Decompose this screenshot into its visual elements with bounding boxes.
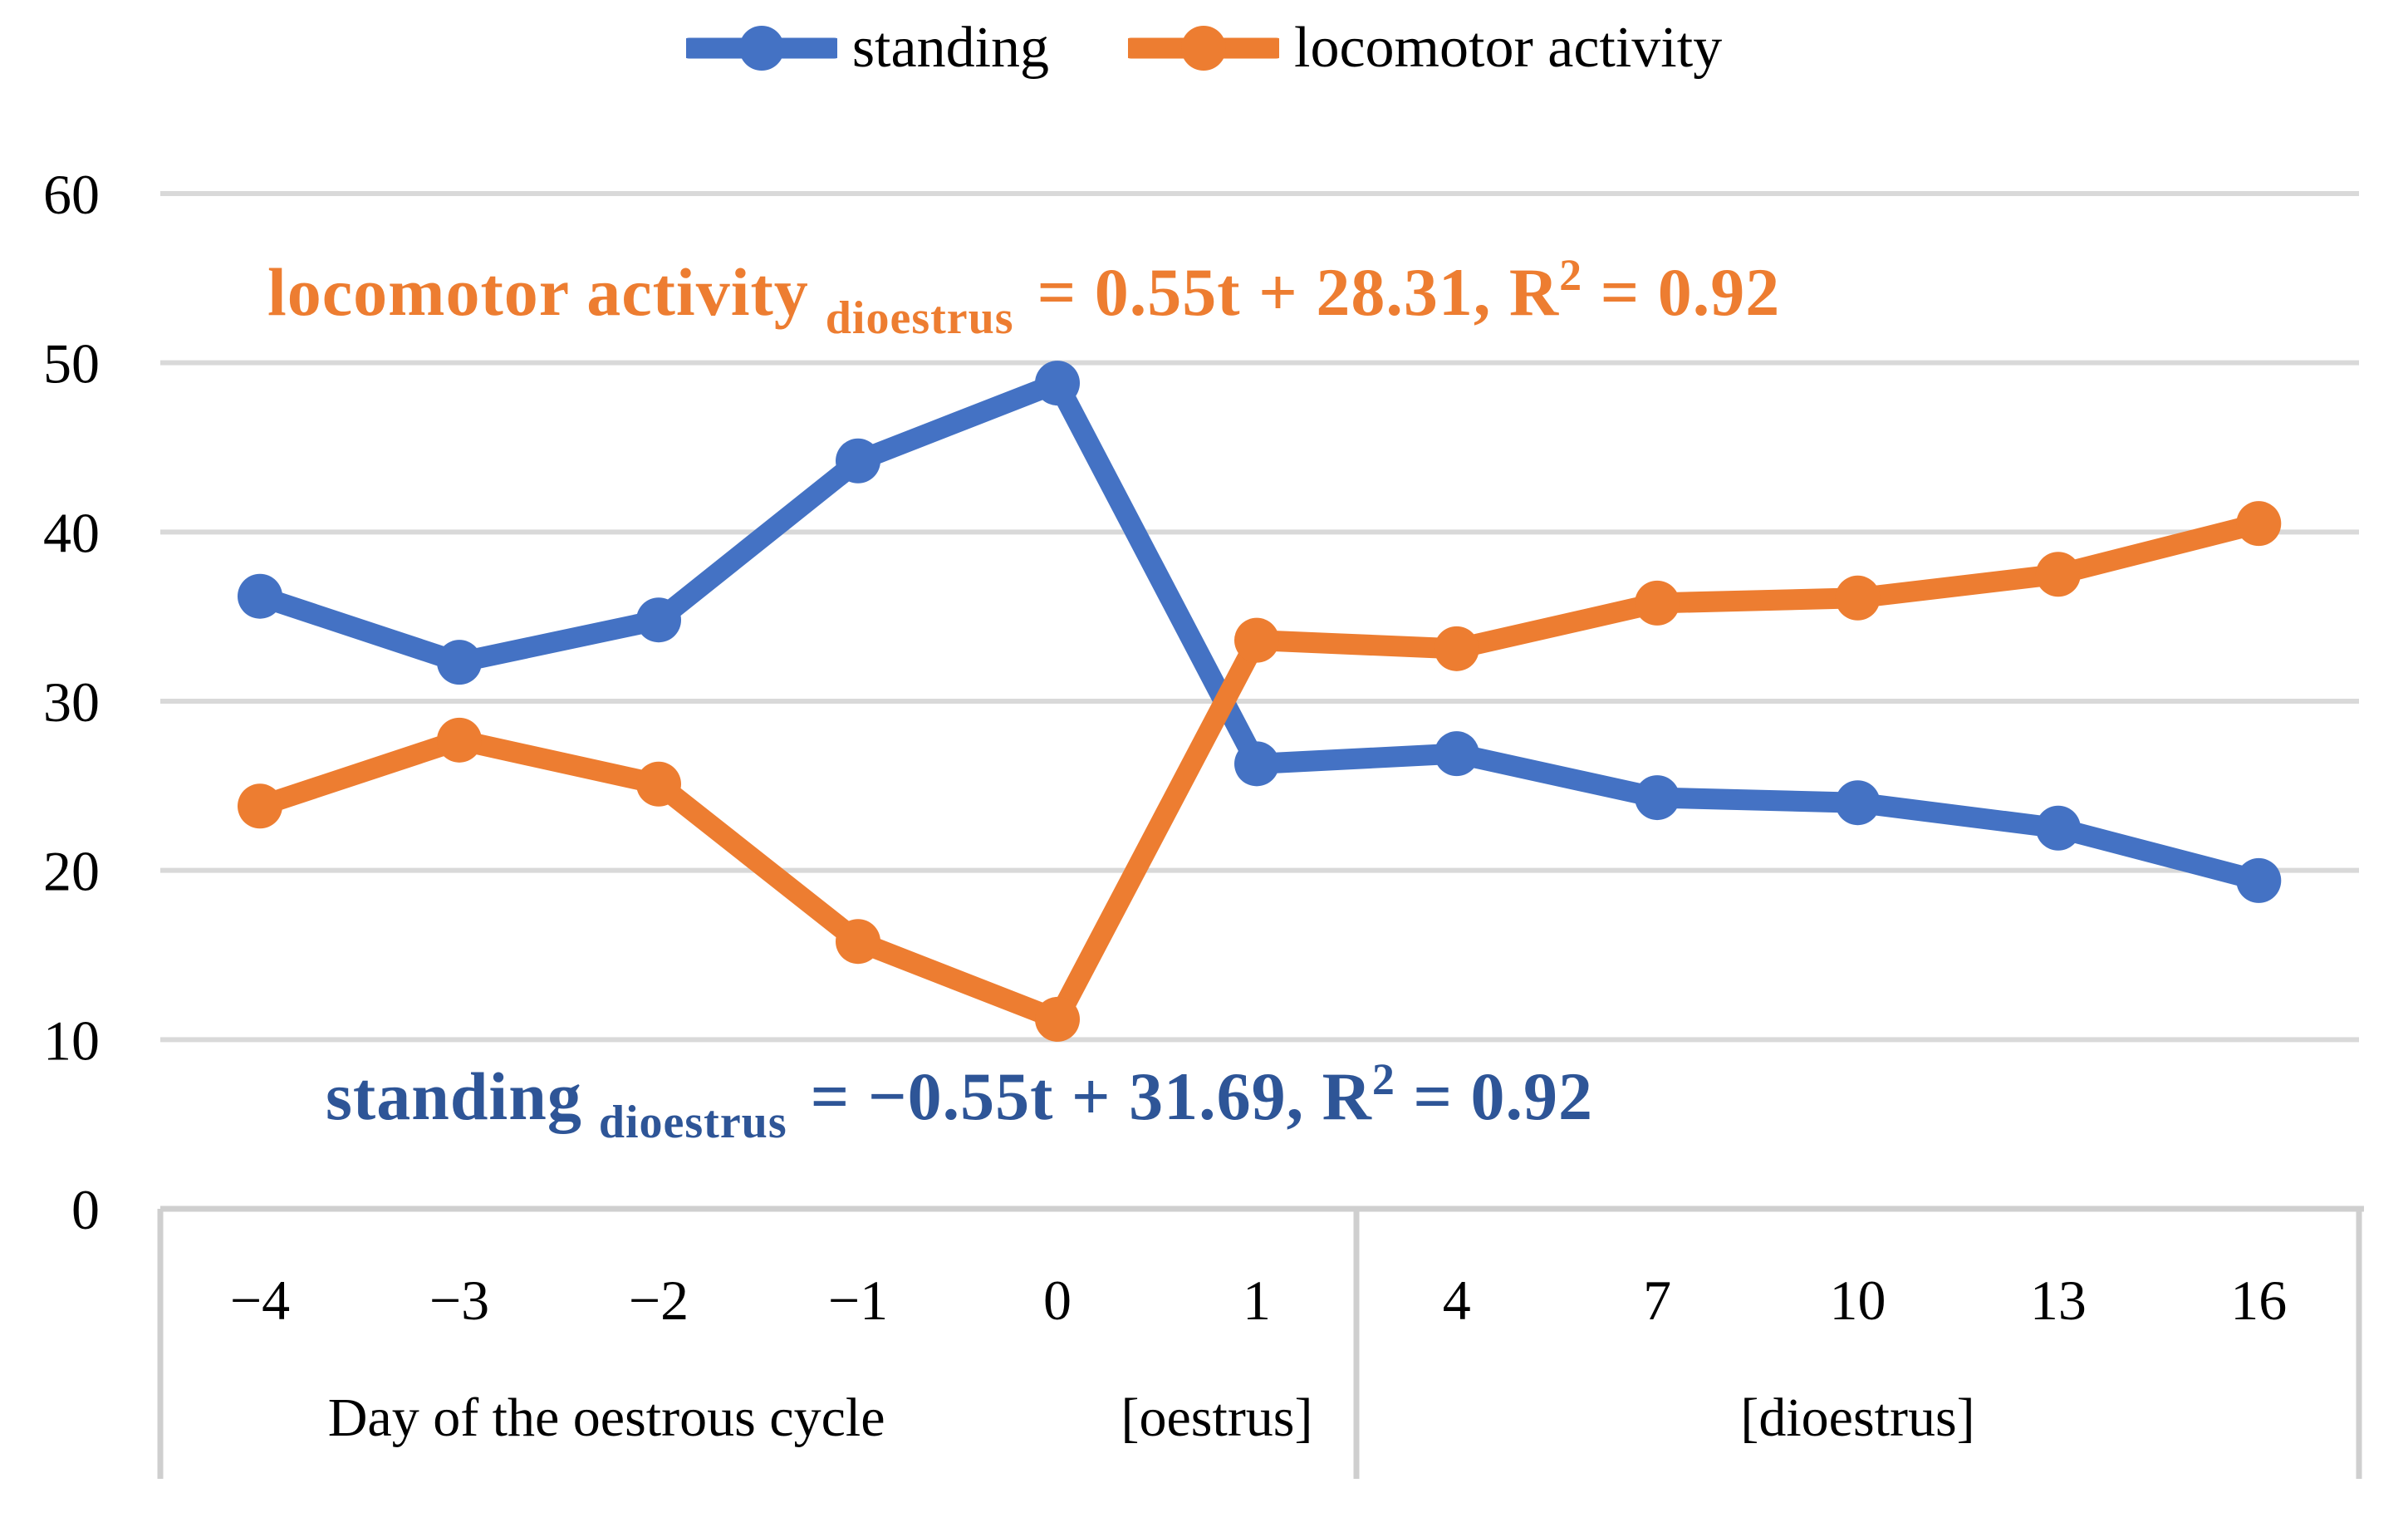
data-point-standing (1234, 741, 1279, 787)
y-tick-label: 0 (71, 1178, 100, 1241)
locomotor-fit-label: locomotor activity (267, 254, 809, 330)
data-point-standing (2236, 857, 2282, 903)
data-point-locomotor-activity (238, 783, 282, 829)
data-point-locomotor-activity (2035, 552, 2081, 597)
locomotor-fit-subscript: dioestrus (825, 292, 1014, 344)
legend-marker-locomotor-icon (1128, 26, 1280, 71)
legend-item-standing: standing (685, 15, 1050, 81)
x-tick-label: −3 (429, 1269, 489, 1332)
data-point-standing (437, 640, 482, 685)
data-point-standing (1035, 361, 1080, 406)
x-tick-label: −1 (828, 1269, 888, 1332)
legend-label-locomotor-activity: locomotor activity (1294, 16, 1723, 80)
y-tick-label: 30 (43, 670, 100, 734)
legend-label-standing: standing (851, 16, 1050, 80)
x-tick-label: 0 (1043, 1269, 1072, 1332)
standing-fit-equation: standing dioestrus = −0.55t + 31.69, R2 = … (326, 1053, 1593, 1149)
x-tick-label: 10 (1830, 1269, 1886, 1332)
data-point-locomotor-activity (1434, 626, 1479, 671)
data-point-standing (1835, 780, 1881, 826)
y-tick-label: 40 (43, 501, 100, 564)
locomotor-fit-exponent: 2 (1559, 250, 1583, 300)
y-tick-label: 20 (43, 840, 100, 903)
data-point-locomotor-activity (2236, 501, 2282, 547)
locomotor-fit-formula: = 0.55t + 28.31, R (1037, 254, 1560, 330)
locomotor-fit-equation: locomotor activity dioestrus = 0.55t + 28.… (267, 249, 1780, 345)
x-tick-label: 7 (1643, 1269, 1671, 1332)
data-point-standing (636, 597, 681, 643)
standing-fit-rsquared: = 0.92 (1395, 1058, 1594, 1134)
standing-fit-formula: = −0.55t + 31.69, R (810, 1058, 1372, 1134)
x-tick-label: 16 (2230, 1269, 2287, 1332)
x-tick-label: 13 (2030, 1269, 2087, 1332)
standing-fit-label: standing (326, 1058, 582, 1134)
locomotor-fit-rsquared: = 0.92 (1582, 254, 1781, 330)
x-axis-group-label-oestrus: [oestrus] (1121, 1387, 1313, 1448)
data-point-locomotor-activity (836, 919, 880, 965)
y-tick-label: 50 (43, 332, 100, 395)
y-tick-label: 10 (43, 1009, 100, 1072)
data-point-locomotor-activity (1234, 617, 1279, 663)
x-axis-group-label-dioestrus: [dioestrus] (1740, 1387, 1974, 1448)
y-tick-label: 60 (43, 163, 100, 226)
data-point-locomotor-activity (1835, 575, 1881, 621)
x-axis-title: Day of the oestrous cycle (328, 1387, 885, 1448)
standing-fit-exponent: 2 (1371, 1054, 1395, 1104)
x-tick-label: −4 (230, 1269, 290, 1332)
x-tick-label: 4 (1443, 1269, 1471, 1332)
standing-fit-subscript: dioestrus (598, 1097, 787, 1148)
data-point-locomotor-activity (636, 761, 681, 807)
data-point-standing (1434, 731, 1479, 777)
data-point-standing (836, 438, 880, 484)
x-tick-label: −2 (629, 1269, 689, 1332)
chart-legend: standing locomotor activity (0, 15, 2408, 81)
data-point-standing (2035, 805, 2081, 851)
data-point-standing (1635, 775, 1680, 821)
data-point-standing (238, 573, 282, 619)
legend-marker-standing-icon (685, 26, 837, 71)
data-point-locomotor-activity (437, 717, 482, 763)
legend-item-locomotor-activity: locomotor activity (1128, 15, 1722, 81)
data-point-locomotor-activity (1035, 996, 1080, 1042)
data-point-locomotor-activity (1635, 580, 1680, 626)
x-tick-label: 1 (1243, 1269, 1271, 1332)
